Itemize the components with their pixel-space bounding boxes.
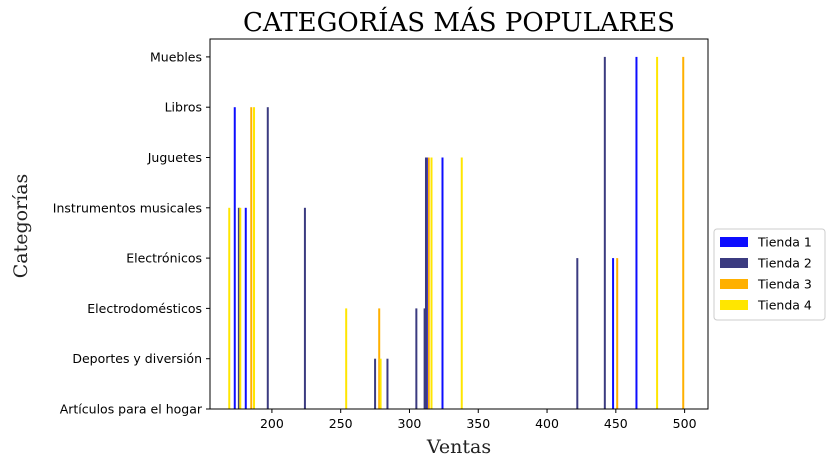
bar-s2-6	[415, 308, 418, 409]
legend-swatch-2	[720, 258, 748, 268]
y-tick-label-7: Muebles	[150, 49, 202, 64]
y-axis: Artículos para el hogar Deportes y divers…	[53, 49, 210, 417]
bar-s3-4	[616, 258, 619, 409]
bar-s2-2	[266, 107, 269, 409]
legend-swatch-1	[720, 237, 748, 247]
bar-s3-1	[250, 107, 253, 409]
plot-area	[209, 38, 709, 410]
bar-s2-5	[386, 358, 389, 409]
x-tick-label-3: 350	[466, 416, 490, 431]
bar-s4-3	[253, 107, 256, 409]
x-tick-label-4: 400	[535, 416, 559, 431]
bar-s2-7	[423, 308, 426, 409]
x-axis-label: Ventas	[426, 436, 491, 458]
y-tick-label-2: Electrodomésticos	[87, 301, 202, 316]
bar-s1-5	[612, 258, 615, 409]
x-tick-label-2: 300	[398, 416, 422, 431]
y-tick-label-3: Electrónicos	[126, 251, 202, 266]
y-tick-label-1: Deportes y diversión	[72, 351, 202, 366]
bar-s2-9	[576, 258, 579, 409]
legend: Tienda 1 Tienda 2 Tienda 3 Tienda 4	[713, 228, 826, 321]
bar-s2-1	[237, 207, 240, 409]
bar-s2-3	[303, 207, 306, 409]
legend-swatch-3	[720, 279, 748, 289]
bar-s1-4	[441, 157, 444, 409]
bar-s4-1	[228, 207, 231, 409]
x-tick-label-6: 500	[673, 416, 697, 431]
bar-s1-2	[244, 207, 247, 409]
bar-s1-3	[426, 157, 429, 409]
bar-s4-2	[239, 207, 242, 409]
legend-label-4: Tienda 4	[757, 298, 812, 313]
legend-label-1: Tienda 1	[757, 235, 812, 250]
axes-frame	[209, 38, 709, 410]
bar-s2-10	[603, 56, 606, 410]
bar-s1-1	[233, 107, 236, 409]
bar-s4-4	[345, 308, 348, 409]
x-tick-label-0: 200	[260, 416, 284, 431]
bar-s2-8	[424, 157, 427, 409]
y-axis-label: Categorías	[10, 174, 32, 279]
bar-s4-7	[460, 157, 463, 409]
bar-s3-3	[427, 157, 430, 409]
bar-s3-5	[682, 56, 685, 410]
y-tick-label-0: Artículos para el hogar	[60, 402, 203, 417]
legend-label-3: Tienda 3	[757, 277, 812, 292]
y-tick-label-5: Juguetes	[147, 150, 202, 165]
bar-s4-8	[656, 56, 659, 410]
legend-swatch-4	[720, 300, 748, 310]
bar-s1-6	[635, 56, 638, 410]
x-tick-label-5: 450	[604, 416, 628, 431]
bar-s4-6	[430, 157, 433, 409]
legend-frame	[713, 228, 826, 321]
legend-label-2: Tienda 2	[757, 256, 812, 271]
chart-title: CATEGORÍAS MÁS POPULARES	[243, 6, 675, 38]
x-tick-label-1: 250	[329, 416, 353, 431]
y-tick-label-6: Libros	[165, 100, 202, 115]
bar-s2-4	[374, 358, 377, 409]
bar-s3-2	[378, 308, 381, 409]
bar-s4-5	[379, 358, 382, 409]
y-tick-label-4: Instrumentos musicales	[53, 200, 202, 215]
x-axis: 200 250 300 350 400 450 500	[260, 409, 697, 431]
